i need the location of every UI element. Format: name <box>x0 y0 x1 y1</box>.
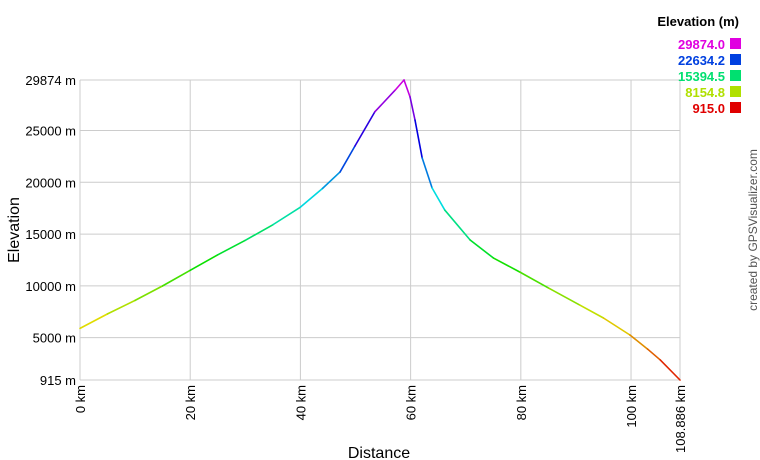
elevation-segment <box>492 257 521 273</box>
elevation-segment <box>659 359 681 381</box>
elevation-segment <box>646 348 662 361</box>
elevation-segment <box>443 209 471 241</box>
legend-swatch <box>730 54 741 65</box>
elevation-segment <box>431 187 446 211</box>
elevation-segment <box>272 206 302 226</box>
elevation-segment <box>409 96 416 121</box>
elevation-segment <box>321 171 341 190</box>
legend-swatch <box>730 70 741 81</box>
x-tick-label: 40 km <box>293 385 308 420</box>
elevation-segment <box>216 239 247 256</box>
x-tick-label: 20 km <box>183 385 198 420</box>
legend-swatch <box>730 86 741 97</box>
elevation-segment <box>106 299 136 315</box>
elevation-segment <box>339 145 356 173</box>
elevation-segment <box>602 317 631 336</box>
y-tick-label: 29874 m <box>25 73 76 88</box>
y-tick-label: 5000 m <box>33 331 76 346</box>
elevation-segment <box>578 304 605 319</box>
y-tick-label: 20000 m <box>25 175 76 190</box>
elevation-segment <box>134 285 164 302</box>
elevation-segment <box>414 119 423 159</box>
y-tick-labels: 915 m 5000 m 10000 m 15000 m 20000 m 25000 m 2… <box>25 73 76 388</box>
legend-label: 15394.5 <box>678 69 725 84</box>
x-tick-label: 60 km <box>404 385 419 420</box>
elevation-segment <box>518 271 550 289</box>
elevation-segment <box>547 287 581 306</box>
elevation-segment <box>629 334 649 350</box>
elevation-segment <box>189 254 219 272</box>
y-tick-label: 10000 m <box>25 279 76 294</box>
x-tick-label: 0 km <box>73 385 88 413</box>
legend-swatch <box>730 38 741 49</box>
x-axis-label: Distance <box>348 445 410 460</box>
elevation-segment <box>354 111 376 147</box>
elevation-line <box>79 79 681 381</box>
elevation-segment <box>374 89 396 113</box>
legend-title: Elevation (m) <box>657 14 739 29</box>
x-tick-label: 108.886 km <box>673 385 688 453</box>
x-tick-label: 100 km <box>624 385 639 428</box>
elevation-segment <box>469 239 495 259</box>
legend-label: 915.0 <box>692 101 725 116</box>
legend-label: 29874.0 <box>678 37 725 52</box>
elevation-segment <box>299 187 324 208</box>
x-tick-label: 80 km <box>514 385 529 420</box>
y-tick-label: 915 m <box>40 373 76 388</box>
credit-text: created by GPSVisualizer.com <box>746 149 760 311</box>
y-tick-label: 25000 m <box>25 123 76 138</box>
legend-label: 8154.8 <box>685 85 725 100</box>
elevation-segment <box>421 157 433 189</box>
legend-label: 22634.2 <box>678 53 725 68</box>
elevation-segment <box>79 313 109 330</box>
elevation-segment <box>403 79 411 98</box>
elevation-segment <box>244 223 274 242</box>
y-axis-label: Elevation <box>6 197 23 263</box>
legend-swatch <box>730 102 741 113</box>
y-tick-label: 15000 m <box>25 227 76 242</box>
elevation-segment <box>161 269 192 287</box>
x-tick-labels: 0 km 20 km 40 km 60 km 80 km 100 km 108.886 km <box>73 385 688 453</box>
gridlines <box>79 79 681 381</box>
elevation-segment <box>394 79 405 91</box>
